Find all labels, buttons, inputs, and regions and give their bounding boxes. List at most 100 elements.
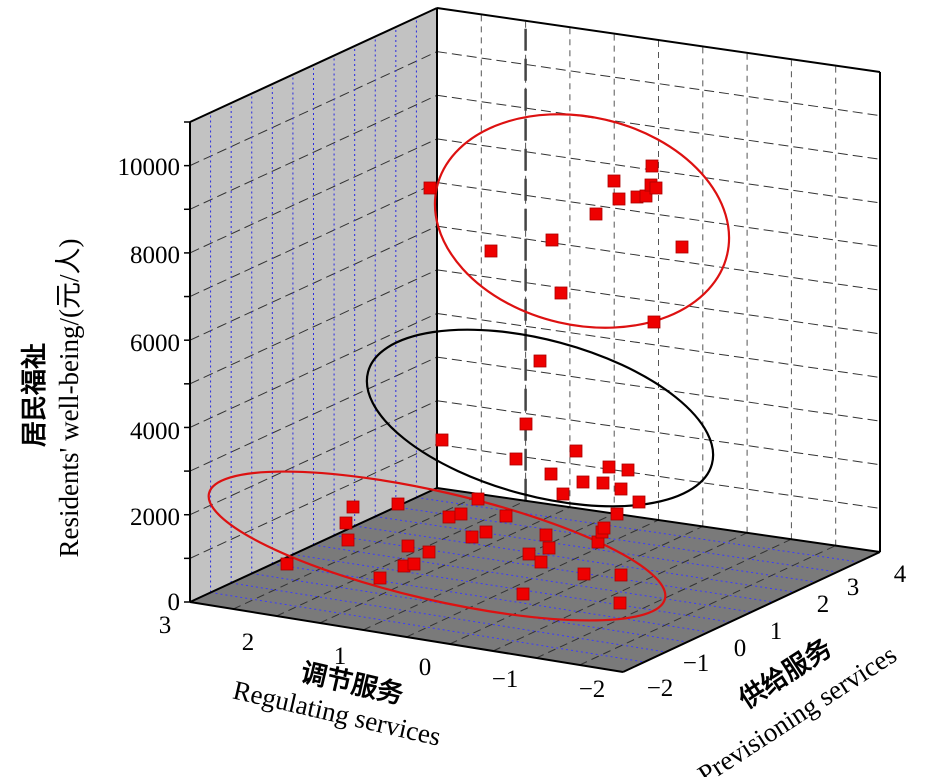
data-point (373, 571, 387, 585)
grid-line (189, 313, 438, 428)
data-point (391, 497, 405, 511)
data-point (569, 444, 583, 458)
grid-line (210, 592, 645, 663)
data-point (519, 417, 533, 431)
axis-frame (184, 7, 881, 673)
grid-line (319, 506, 571, 624)
data-point (597, 521, 611, 535)
x-tick-label: 1 (334, 643, 347, 670)
z-axis-label-cn: 居民福祉 (20, 343, 50, 447)
grid-line (313, 544, 752, 613)
grid-line (362, 513, 615, 631)
grid-line (189, 138, 438, 254)
grid-line (536, 538, 792, 659)
grid-line (395, 506, 838, 573)
data-point (612, 192, 626, 206)
z-tick-label: 2000 (130, 504, 180, 531)
axis-line (189, 7, 438, 123)
data-point (544, 467, 558, 481)
data-point (341, 533, 355, 547)
x-tick-label: −1 (492, 666, 519, 693)
data-point (442, 510, 456, 524)
data-point (614, 568, 628, 582)
data-point (479, 525, 493, 539)
data-point (602, 460, 616, 474)
data-point (339, 516, 353, 530)
data-point (645, 159, 659, 173)
x-tick-label: −2 (579, 676, 606, 703)
data-point (621, 463, 635, 477)
data-point (647, 315, 661, 329)
data-point (607, 174, 621, 188)
data-point (556, 487, 570, 501)
data-point (280, 557, 294, 571)
y-tick-label: 2 (817, 591, 830, 618)
data-point (516, 587, 530, 601)
data-point (435, 433, 449, 447)
grid-line (292, 554, 731, 623)
grid-line (189, 269, 438, 385)
grid-line (449, 525, 704, 645)
data-point (613, 596, 627, 610)
axis-line (189, 601, 624, 673)
y-tick-label: 1 (770, 618, 783, 645)
grid-lines (189, 7, 881, 666)
data-point (422, 545, 436, 559)
z-tick-label: 10000 (118, 154, 181, 181)
data-point (576, 475, 590, 489)
data-point (554, 286, 568, 300)
floor-plane (190, 488, 880, 672)
grid-line (375, 516, 816, 583)
grid-line (189, 94, 438, 210)
data-point (509, 452, 523, 466)
data-point (542, 541, 556, 555)
data-point (423, 181, 437, 195)
y-tick-label: 0 (734, 635, 747, 662)
data-point (454, 507, 468, 521)
grid-line (233, 493, 482, 610)
data-points (280, 159, 689, 610)
data-point (589, 207, 603, 221)
data-point (649, 181, 663, 195)
x-tick-label: 3 (159, 612, 172, 639)
data-point (484, 244, 498, 258)
grid-line (276, 500, 526, 617)
x-tick-label: 0 (419, 654, 432, 681)
data-point (499, 509, 513, 523)
data-point (522, 547, 536, 561)
data-point (407, 557, 421, 571)
data-point (545, 233, 559, 247)
cluster-ellipse (365, 328, 715, 508)
data-point (346, 500, 360, 514)
z-tick-label: 4000 (130, 418, 180, 445)
grid-line (406, 519, 659, 638)
z-axis-label-en: Residents' well-being/(元/人) (54, 238, 84, 557)
axis-planes (190, 8, 880, 672)
data-point (632, 495, 646, 509)
z-tick-label: 8000 (130, 242, 180, 269)
data-point (610, 507, 624, 521)
z-tick-label: 0 (168, 589, 181, 616)
data-point (534, 555, 548, 569)
y-tick-label: −2 (647, 675, 674, 702)
x-tick-label: 2 (242, 629, 255, 656)
cluster-ellipse (433, 113, 731, 329)
data-point (577, 567, 591, 581)
data-point (596, 476, 610, 490)
y-tick-label: 4 (894, 561, 907, 588)
y-tick-label: −1 (683, 650, 710, 677)
data-point (471, 492, 485, 506)
data-point (533, 354, 547, 368)
axis-line (436, 487, 881, 553)
grid-line (579, 545, 836, 666)
data-point (401, 539, 415, 553)
back-wall (437, 8, 880, 552)
cluster-ellipse (207, 470, 667, 622)
grid-line (189, 443, 438, 559)
data-point (539, 528, 553, 542)
y-tick-label: 3 (847, 574, 860, 601)
grid-line (189, 400, 438, 516)
grid-line (492, 532, 748, 652)
data-point (675, 240, 689, 254)
